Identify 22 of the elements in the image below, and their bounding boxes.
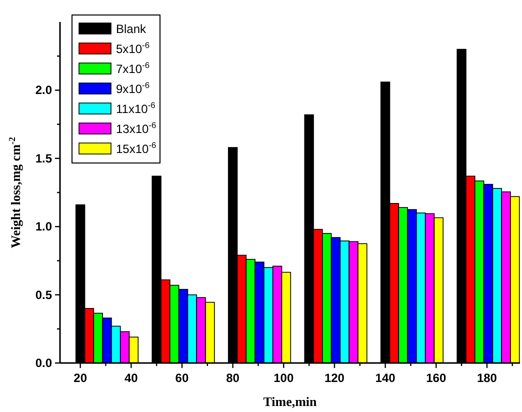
y-tick-label: 1.0 [35, 220, 52, 234]
y-tick-label: 2.0 [35, 83, 52, 98]
x-tick-label: 100 [274, 371, 294, 385]
x-tick-label: 180 [476, 371, 498, 385]
legend-label: 5x10$^{-6}$ [116, 40, 150, 56]
x-tick-label: 60 [175, 371, 189, 385]
x-tick-label: 140 [375, 371, 396, 385]
y-tick-label: 0.0 [35, 356, 52, 370]
x-axis-title: Time,min [263, 394, 318, 409]
x-tick-label: 120 [324, 371, 345, 385]
legend-label: 9x10$^{-6}$ [116, 80, 150, 96]
x-tick-label: 40 [124, 371, 138, 385]
x-tick-label: 80 [226, 371, 240, 385]
y-tick-label: 1.5 [35, 151, 52, 166]
x-tick-label: 160 [426, 371, 446, 385]
y-tick-label: 0.5 [35, 288, 52, 302]
legend-label: 15x10$^{-6}$ [116, 140, 156, 156]
x-tick-label: 20 [74, 371, 88, 385]
legend-label: 7x10$^{-6}$ [116, 60, 150, 76]
legend-label: Blank [116, 22, 148, 36]
legend-label: 11x10$^{-6}$ [116, 100, 156, 116]
legend-label: 13x10$^{-6}$ [116, 120, 156, 136]
